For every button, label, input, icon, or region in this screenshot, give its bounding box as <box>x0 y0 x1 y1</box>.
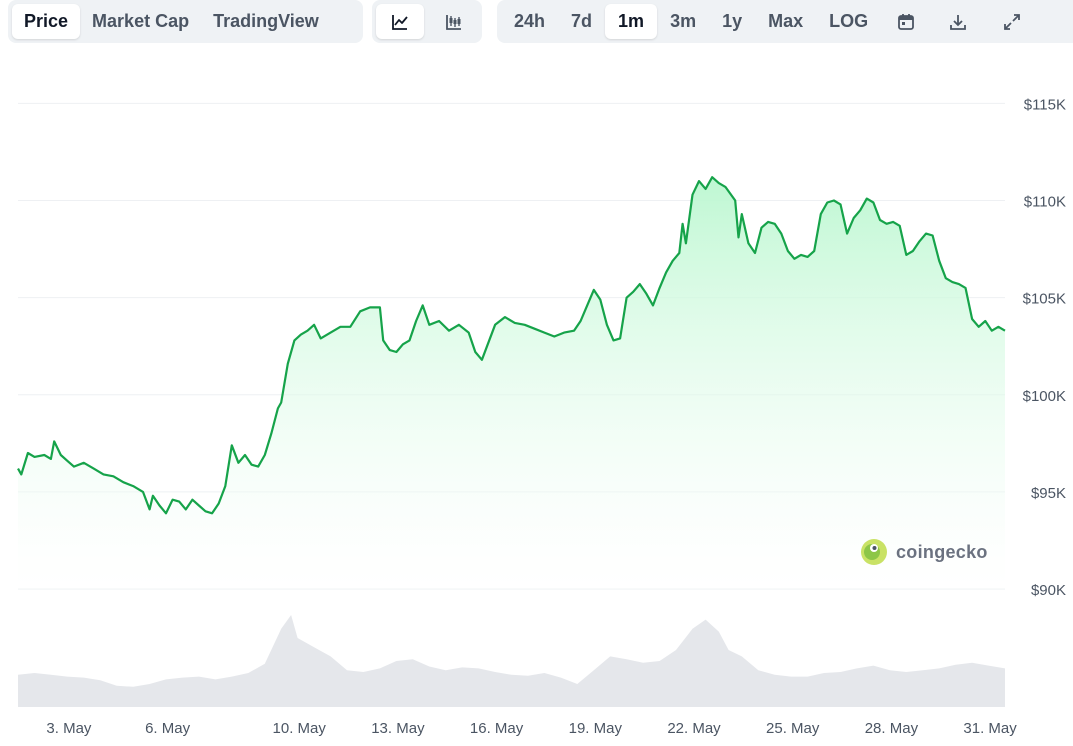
coingecko-logo <box>861 539 887 565</box>
x-axis: 3. May 6. May 10. May 13. May 16. May 19. May… <box>46 720 1017 737</box>
range-1m[interactable]: 1m <box>605 4 658 39</box>
volume-area <box>18 615 1005 707</box>
tab-market-cap[interactable]: Market Cap <box>92 11 190 31</box>
y-tick-label: $115K <box>1024 96 1066 113</box>
chart-type-group <box>372 0 482 43</box>
x-tick-label: 31. May <box>963 720 1017 737</box>
x-tick-label: 10. May <box>273 720 327 737</box>
calendar-icon[interactable] <box>881 4 931 39</box>
range-tab-group: 24h 7d 1m 3m 1y Max LOG <box>497 0 1073 43</box>
range-max[interactable]: Max <box>768 11 804 31</box>
price-chart[interactable]: $115K $110K $105K $100K $95K $90K 3. May 6. Ma… <box>0 44 1073 741</box>
y-tick-label: $110K <box>1024 194 1066 211</box>
x-tick-label: 3. May <box>46 720 92 737</box>
range-24h[interactable]: 24h <box>514 11 546 31</box>
tab-price[interactable]: Price <box>12 4 81 39</box>
y-tick-label: $100K <box>1023 388 1066 405</box>
x-tick-label: 25. May <box>766 720 820 737</box>
line-chart-icon[interactable] <box>376 4 424 39</box>
view-tab-group: Price Market Cap TradingView <box>8 0 363 43</box>
price-area-fill <box>18 177 1005 589</box>
download-icon[interactable] <box>931 4 985 39</box>
y-axis: $115K $110K $105K $100K $95K $90K <box>1023 96 1066 599</box>
x-tick-label: 13. May <box>371 720 425 737</box>
price-area <box>18 177 1005 589</box>
y-tick-label: $95K <box>1031 485 1066 502</box>
x-tick-label: 22. May <box>667 720 721 737</box>
price-chart-svg: $115K $110K $105K $100K $95K $90K 3. May 6. Ma… <box>17 96 1066 737</box>
x-tick-label: 28. May <box>865 720 919 737</box>
x-tick-label: 6. May <box>145 720 191 737</box>
log-scale-toggle[interactable]: LOG <box>829 11 869 31</box>
watermark-text: coingecko <box>896 541 988 562</box>
candlestick-icon[interactable] <box>430 4 478 39</box>
x-tick-label: 16. May <box>470 720 524 737</box>
range-7d[interactable]: 7d <box>571 11 593 31</box>
expand-icon[interactable] <box>985 4 1039 39</box>
tab-tradingview[interactable]: TradingView <box>213 11 319 31</box>
range-1y[interactable]: 1y <box>722 11 743 31</box>
range-3m[interactable]: 3m <box>670 11 697 31</box>
x-tick-label: 19. May <box>569 720 623 737</box>
price-line-group <box>17 176 1006 515</box>
volume-bars <box>18 615 1005 707</box>
coingecko-watermark: coingecko <box>860 538 988 566</box>
y-tick-label: $90K <box>1031 582 1066 599</box>
price-line <box>17 176 1006 515</box>
y-tick-label: $105K <box>1023 291 1066 308</box>
